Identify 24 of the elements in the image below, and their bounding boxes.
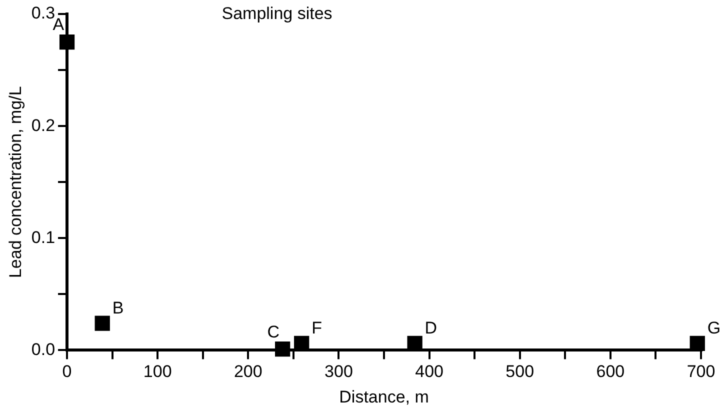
x-tick-label: 500 xyxy=(506,362,534,382)
point xyxy=(275,342,290,357)
x-tick-label: 400 xyxy=(415,362,444,382)
y-axis-title: Lead concentration, mg/L xyxy=(6,86,25,278)
annotation: G xyxy=(707,318,721,338)
x-tick-label: 200 xyxy=(234,362,262,382)
point xyxy=(59,34,75,50)
x-tick-label: 100 xyxy=(143,362,172,382)
x-tick-label: 600 xyxy=(596,362,625,382)
x-axis-title: Distance, m xyxy=(339,387,429,406)
y-tick-label: 0.3 xyxy=(31,4,56,23)
annotation: D xyxy=(424,318,438,338)
annotation: B xyxy=(112,298,124,318)
y-tick-label: 0.2 xyxy=(31,116,56,135)
chart-title: Sampling sites xyxy=(222,4,332,24)
x-tick-label: 700 xyxy=(686,362,716,382)
x-tick-label: 300 xyxy=(324,362,353,382)
point xyxy=(94,316,110,331)
y-tick-label: 0.1 xyxy=(31,228,56,247)
annotation: F xyxy=(312,318,322,338)
x-tick-label: 0 xyxy=(62,362,72,382)
annotation: C xyxy=(267,322,280,342)
y-tick-label: 0.0 xyxy=(31,340,56,359)
point xyxy=(690,336,705,352)
